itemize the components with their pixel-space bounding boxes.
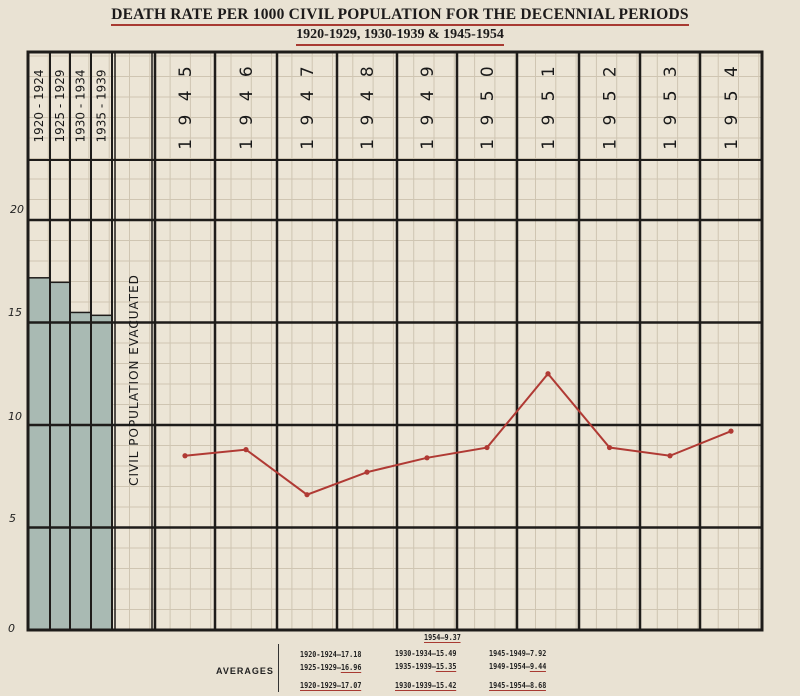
average-1945-1949: 1945-1949—7.92 xyxy=(489,649,547,658)
average-1920-1929: 1920-1929—17.07 xyxy=(300,681,362,691)
average-1930-1939: 1930-1939—15.42 xyxy=(395,681,457,691)
y-tick-20: 20 xyxy=(10,203,24,216)
average-1949-1954: 1949-1954—9.44 xyxy=(489,662,547,672)
evacuated-label: CIVIL POPULATION EVACUATED xyxy=(127,274,141,486)
data-point-1945 xyxy=(182,453,188,459)
chart-frame xyxy=(26,50,764,632)
bar-1925-1929 xyxy=(49,281,71,631)
average-1945-1954: 1945-1954—8.68 xyxy=(489,681,547,691)
year-header-label: 1 9 5 1 xyxy=(539,62,559,149)
data-point-1953 xyxy=(667,453,673,459)
averages-label: AVERAGES xyxy=(216,666,274,676)
period-header-label: 1920 - 1924 xyxy=(32,69,46,142)
bar-1920-1924 xyxy=(27,277,51,631)
period-header-label: 1935 - 1939 xyxy=(95,69,109,142)
year-header-label: 1 9 5 4 xyxy=(722,62,742,149)
chart-plot: 1920 - 1924 1925 - 1929 1930 - 1934 1935 - … xyxy=(26,50,764,632)
year-header-label: 1 9 4 9 xyxy=(418,62,438,149)
data-point-1948 xyxy=(364,469,370,475)
chart-subtitle-text: 1920-1929, 1930-1939 & 1945-1954 xyxy=(296,27,504,46)
chart-title: DEATH RATE PER 1000 CIVIL POPULATION FOR… xyxy=(0,6,800,26)
bar-1935-1939 xyxy=(90,314,113,631)
death-rate-line xyxy=(184,372,732,496)
averages-brace xyxy=(278,644,285,692)
year-header-label: 1 9 5 3 xyxy=(661,62,681,149)
data-point-1950 xyxy=(484,444,490,451)
data-point-1951 xyxy=(545,371,551,377)
data-point-1954 xyxy=(728,428,734,434)
data-point-1947 xyxy=(304,492,310,498)
data-point-1946 xyxy=(243,447,249,453)
average-1920-1924: 1920-1924—17.18 xyxy=(300,650,362,659)
data-point-1949 xyxy=(424,455,430,461)
period-header-label: 1930 - 1934 xyxy=(74,69,88,142)
chart-title-text: DEATH RATE PER 1000 CIVIL POPULATION FOR… xyxy=(111,6,689,26)
y-tick-15: 15 xyxy=(8,306,22,319)
average-1954: 1954—9.37 xyxy=(424,633,461,643)
year-header-label: 1 9 4 8 xyxy=(358,62,378,149)
y-tick-5: 5 xyxy=(9,512,16,525)
y-tick-10: 10 xyxy=(8,410,22,423)
year-header-label: 1 9 5 0 xyxy=(478,62,498,149)
average-1930-1934: 1930-1934—15.49 xyxy=(395,649,457,658)
data-point-1952 xyxy=(606,444,613,451)
y-tick-0: 0 xyxy=(8,622,15,635)
year-header-label: 1 9 4 6 xyxy=(237,62,257,149)
chart-subtitle: 1920-1929, 1930-1939 & 1945-1954 xyxy=(0,27,800,46)
bar-1930-1934 xyxy=(69,311,92,631)
year-header-label: 1 9 5 2 xyxy=(601,62,621,149)
average-1925-1929: 1925-1929—16.96 xyxy=(300,663,362,673)
averages-block: AVERAGES 1954—9.37 1920-1924—17.18 1925-… xyxy=(0,630,800,696)
year-header-label: 1 9 4 7 xyxy=(298,62,318,149)
period-header-label: 1925 - 1929 xyxy=(53,69,67,142)
year-header-label: 1 9 4 5 xyxy=(176,62,196,149)
average-1935-1939: 1935-1939—15.35 xyxy=(395,662,457,672)
